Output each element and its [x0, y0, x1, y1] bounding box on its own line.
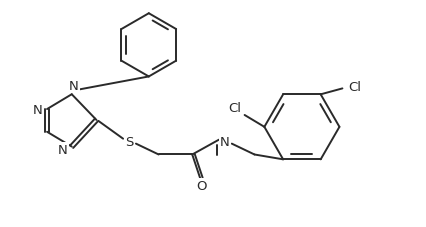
Text: N: N — [58, 143, 68, 156]
Text: O: O — [196, 179, 206, 192]
Text: N: N — [69, 79, 78, 92]
Text: N: N — [32, 103, 42, 116]
Text: S: S — [125, 136, 133, 148]
Text: Cl: Cl — [228, 101, 241, 114]
Text: Cl: Cl — [348, 81, 361, 94]
Text: N: N — [220, 136, 230, 148]
